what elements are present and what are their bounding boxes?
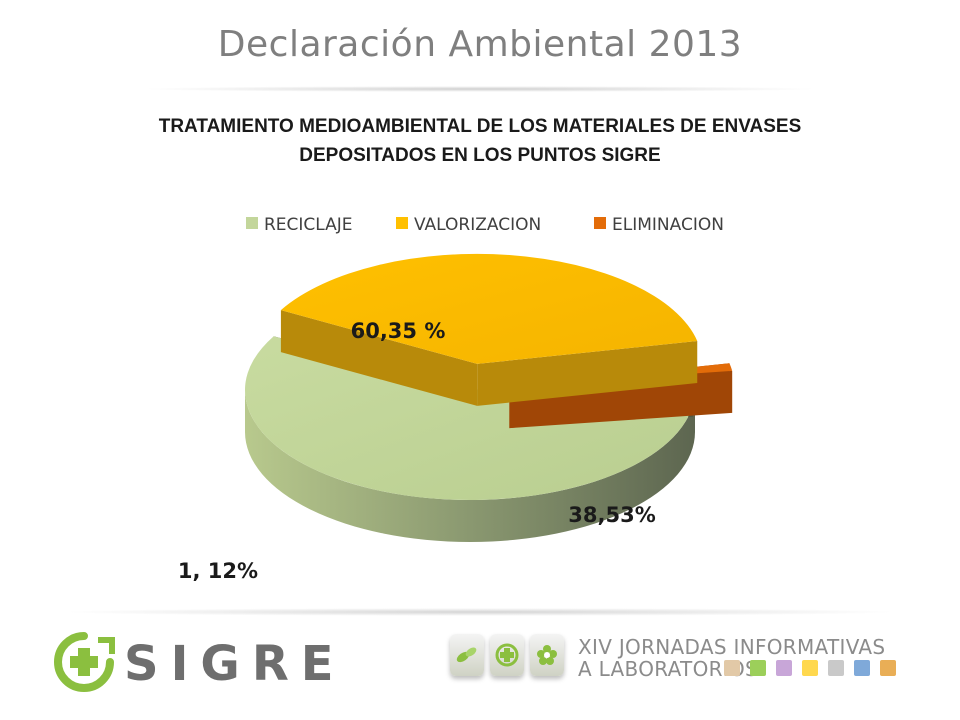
pie-slice-valorizacion (280, 253, 698, 406)
color-swatch (750, 660, 766, 676)
brand-name: SIGRE (124, 636, 346, 692)
sigre-logo: SIGRE (52, 630, 334, 694)
legend-label: ELIMINACION (612, 215, 724, 235)
color-swatch (880, 660, 896, 676)
chart-title-line-1: TRATAMIENTO MEDIOAMBIENTAL DE LOS MATERI… (158, 116, 802, 137)
color-swatch (802, 660, 818, 676)
color-swatch (776, 660, 792, 676)
page-title: Declaración Ambiental 2013 (217, 24, 743, 65)
event-title-line-1: XIV JORNADAS INFORMATIVAS (578, 635, 886, 659)
color-swatch (854, 660, 870, 676)
data-label-valorizacion: 38,53% (568, 503, 655, 527)
sigre-cross-icon (54, 632, 115, 692)
legend-item-reciclaje: RECICLAJE (246, 215, 353, 235)
legend-item-valorizacion: VALORIZACION (396, 215, 541, 235)
legend-label: RECICLAJE (264, 215, 353, 235)
chart-title: TRATAMIENTO MEDIOAMBIENTAL DE LOS MATERI… (0, 112, 960, 170)
leaf-flower-icon (530, 634, 564, 676)
color-swatch (724, 660, 740, 676)
pie-slice-side (245, 390, 695, 542)
pharmacy-cross-icon (490, 634, 524, 676)
legend-item-eliminacion: ELIMINACION (594, 215, 724, 235)
pie-slice-top (280, 253, 698, 364)
legend-swatch (396, 217, 408, 229)
pie-slices (244, 253, 733, 542)
data-label-eliminacion: 1, 12% (178, 559, 258, 583)
data-label-reciclaje: 60,35 % (351, 319, 446, 343)
pie-chart: RECICLAJE VALORIZACION ELIMINACION 60,35 %… (178, 215, 733, 583)
chart-title-line-2: DEPOSITADOS EN LOS PUNTOS SIGRE (299, 145, 661, 166)
pie-slice-cut-wall (280, 310, 478, 406)
chart-legend: RECICLAJE VALORIZACION ELIMINACION (246, 215, 724, 235)
footer-divider (60, 608, 900, 616)
title-divider (140, 86, 820, 92)
pie-slice-top (244, 336, 695, 501)
pie-labels: 60,35 % 38,53% 1, 12% (178, 319, 656, 583)
legend-label: VALORIZACION (414, 215, 541, 235)
pills-icon (450, 634, 484, 676)
event-icon-tiles (450, 634, 570, 686)
event-title-line-2: A LABORATORIOS (578, 657, 759, 681)
legend-swatch (594, 217, 606, 229)
pie-slice-cut-wall (477, 340, 698, 406)
color-swatch (828, 660, 844, 676)
legend-swatch (246, 217, 258, 229)
event-title: XIV JORNADAS INFORMATIVAS A LABORATORIOS (578, 636, 885, 680)
